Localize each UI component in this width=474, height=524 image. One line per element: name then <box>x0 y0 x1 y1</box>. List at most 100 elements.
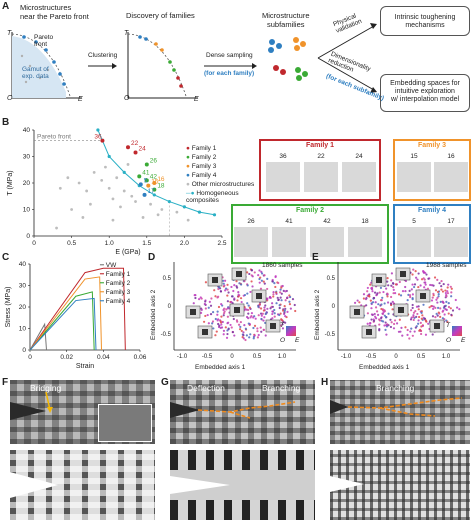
embed-point <box>282 320 285 323</box>
embed-point <box>383 314 386 317</box>
inset-f <box>98 404 152 442</box>
embed-x-tick: 0 <box>394 354 398 360</box>
embed-point <box>386 292 389 295</box>
embed-point <box>217 295 220 298</box>
embed-point <box>252 326 255 330</box>
embed-point <box>411 273 414 276</box>
embed-point <box>389 318 392 321</box>
embed-point <box>427 322 430 325</box>
embed-y-tick: 0 <box>168 304 172 310</box>
embed-point <box>279 312 282 315</box>
embed-point <box>411 283 414 286</box>
embed-point <box>266 277 269 280</box>
embedding-box-text: Embedding spaces for intuitive explorati… <box>390 80 460 104</box>
ylabel-d: Embedded axis 2 <box>150 289 157 340</box>
y-axis-label-b: T (MPa) <box>7 170 14 195</box>
embed-point <box>404 279 408 283</box>
x-tick-label-b: 0.5 <box>67 240 76 247</box>
cbar-d-o: O <box>280 337 286 344</box>
point-other <box>119 205 122 209</box>
embed-point <box>440 288 443 291</box>
point-other <box>126 163 130 166</box>
tile-36-num: 36 <box>279 153 287 160</box>
embed-point <box>376 310 379 313</box>
embed-point <box>383 324 386 327</box>
family3-title: Family 3 <box>417 142 446 149</box>
embed-point <box>454 298 457 302</box>
embed-point <box>419 328 422 331</box>
embed-point <box>436 314 439 317</box>
embed-point <box>247 312 250 315</box>
embed-point <box>279 291 282 294</box>
embed-point <box>375 294 378 297</box>
panel-f-label: F <box>2 377 9 388</box>
sim-h <box>330 450 470 520</box>
tile-22 <box>304 162 338 192</box>
embed-point <box>385 287 388 290</box>
embed-point <box>380 307 383 311</box>
embed-point <box>371 290 374 293</box>
embed-y-tick: 0.5 <box>327 276 336 282</box>
embed-point <box>262 280 265 283</box>
embed-point <box>362 297 365 300</box>
legend-c-family4: Family 4 <box>105 298 131 305</box>
embed-point <box>441 290 445 293</box>
embed-point <box>220 323 223 326</box>
axis-e-label: E <box>78 96 83 103</box>
embed-point <box>280 318 283 321</box>
embed-point <box>362 293 366 296</box>
embed-point <box>439 315 442 318</box>
panel-c-label: C <box>2 252 10 263</box>
photo-h <box>330 380 470 444</box>
ylabel-e: Embedded axis 2 <box>314 289 321 340</box>
embed-point <box>206 313 209 317</box>
family4-title: Family 4 <box>417 207 446 214</box>
y-tick-label-b: 20 <box>23 180 31 187</box>
embed-point <box>224 326 227 329</box>
pareto-sketch <box>11 32 82 99</box>
embed-point <box>263 274 266 277</box>
embed-point <box>216 313 219 316</box>
pareto-label-b: Pareto front <box>37 134 71 141</box>
point-family1 <box>100 138 105 143</box>
toughening-box-text: Intrinsic toughening mechanisms <box>394 14 456 30</box>
embed-y-tick: 0.5 <box>163 276 172 282</box>
embed-point <box>217 286 221 289</box>
embed-point <box>421 324 424 328</box>
per-family-label: (for each family) <box>204 70 255 77</box>
legend-c-family2: Family 2 <box>105 280 131 287</box>
embed-point <box>213 289 216 292</box>
embed-point <box>443 305 446 308</box>
embed-point <box>200 308 203 311</box>
embed-point <box>217 287 220 291</box>
embed-point <box>400 326 403 329</box>
embed-point <box>222 314 225 317</box>
embed-point <box>271 312 274 316</box>
caption-g2: Branching <box>262 383 301 393</box>
embed-point <box>446 292 450 295</box>
embed-point <box>284 314 287 318</box>
cbar-e-e: E <box>461 337 466 344</box>
embed-point <box>204 307 207 310</box>
embed-point <box>244 327 247 330</box>
y-axis-label-c: Stress (MPa) <box>5 287 12 328</box>
embed-point <box>283 309 286 312</box>
embed-point <box>443 313 446 316</box>
x-axis-label-c: Strain <box>76 363 94 370</box>
embed-point <box>239 325 242 328</box>
embed-point <box>239 320 242 324</box>
embed-point <box>293 303 296 307</box>
embed-thumbnail-core <box>202 329 208 335</box>
embed-point <box>434 289 438 292</box>
embed-point <box>445 319 448 322</box>
point-homog <box>212 213 217 217</box>
x-tick-label-c: 0.04 <box>97 354 110 361</box>
y-tick-label-c: 10 <box>19 326 27 333</box>
embed-point <box>414 310 417 313</box>
embed-point <box>242 334 245 337</box>
embed-point <box>244 307 247 311</box>
embed-point <box>379 304 382 307</box>
embed-point <box>410 288 413 291</box>
embed-point <box>246 284 249 287</box>
embed-point <box>387 284 390 287</box>
